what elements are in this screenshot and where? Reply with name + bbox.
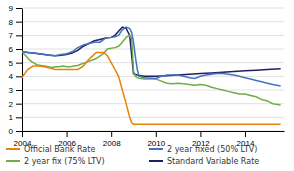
lines — [22, 27, 281, 124]
tick-label: 7 — [9, 31, 14, 40]
tick-mark — [16, 22, 22, 23]
tick-mark — [16, 131, 22, 132]
series-line — [22, 52, 281, 124]
tick-mark — [16, 117, 22, 118]
tick: 7 — [9, 31, 22, 40]
grid-line — [22, 8, 284, 9]
tick-mark — [16, 8, 22, 9]
tick: 2010 — [147, 131, 165, 148]
tick: 5 — [9, 59, 22, 68]
tick-mark — [16, 63, 22, 64]
tick-label: 1 — [9, 113, 14, 122]
tick: 8 — [9, 18, 22, 27]
grid-line — [22, 131, 284, 132]
plot-area: 2004200620082010201220140123456789 — [9, 4, 285, 148]
legend-label: Official Bank Rate — [24, 145, 95, 154]
chart: 2004200620082010201220140123456789Offici… — [0, 0, 294, 171]
tick-label: 2008 — [103, 139, 121, 148]
tick-mark — [22, 131, 23, 137]
tick-label: 4 — [9, 72, 14, 81]
tick-label: 2010 — [147, 139, 165, 148]
tick: 2008 — [103, 131, 121, 148]
legend-item: 2 year fix (75% LTV) — [6, 157, 105, 166]
y-axis: 0 1 2 3 4 5 6 7 8 9 — [9, 4, 23, 136]
axis-line — [22, 9, 23, 132]
tick-mark — [16, 35, 22, 36]
grid — [22, 8, 284, 131]
tick: 1 — [9, 113, 22, 122]
tick-label: 5 — [9, 59, 14, 68]
grid-line — [22, 49, 284, 50]
tick: 2 — [9, 100, 22, 109]
tick-mark — [16, 49, 22, 50]
tick-mark — [67, 131, 68, 137]
legend-item: Standard Variable Rate — [149, 157, 259, 166]
tick: 6 — [9, 45, 22, 54]
tick: 0 — [9, 127, 22, 136]
legend-swatch — [149, 160, 163, 162]
legend: Official Bank Rate 2 year fixed (50% LTV)… — [6, 145, 259, 166]
tick-mark — [245, 131, 246, 137]
legend-item: Official Bank Rate — [6, 145, 95, 154]
grid-line — [22, 35, 284, 36]
legend-item: 2 year fixed (50% LTV) — [149, 145, 257, 154]
tick-label: 9 — [9, 4, 14, 13]
tick-mark — [16, 90, 22, 91]
tick: 9 — [9, 4, 22, 13]
grid-line — [22, 90, 284, 91]
tick-mark — [16, 76, 22, 77]
grid-line — [22, 117, 284, 118]
legend-swatch — [6, 148, 20, 150]
grid-line — [22, 21, 284, 22]
tick-mark — [16, 104, 22, 105]
legend-label: 2 year fixed (50% LTV) — [167, 145, 257, 154]
tick-mark — [200, 131, 201, 137]
tick-label: 8 — [9, 18, 14, 27]
tick-mark — [111, 131, 112, 137]
series-line — [22, 27, 281, 86]
tick-label: 0 — [9, 127, 14, 136]
grid-line — [22, 62, 284, 63]
tick-label: 2 — [9, 100, 14, 109]
legend-swatch — [6, 160, 20, 162]
tick-label: 3 — [9, 86, 14, 95]
legend-swatch — [149, 148, 163, 150]
tick-mark — [156, 131, 157, 137]
legend-label: 2 year fix (75% LTV) — [24, 157, 105, 166]
tick: 4 — [9, 72, 22, 81]
tick: 3 — [9, 86, 22, 95]
grid-line — [22, 103, 284, 104]
legend-label: Standard Variable Rate — [167, 157, 259, 166]
tick-label: 6 — [9, 45, 14, 54]
